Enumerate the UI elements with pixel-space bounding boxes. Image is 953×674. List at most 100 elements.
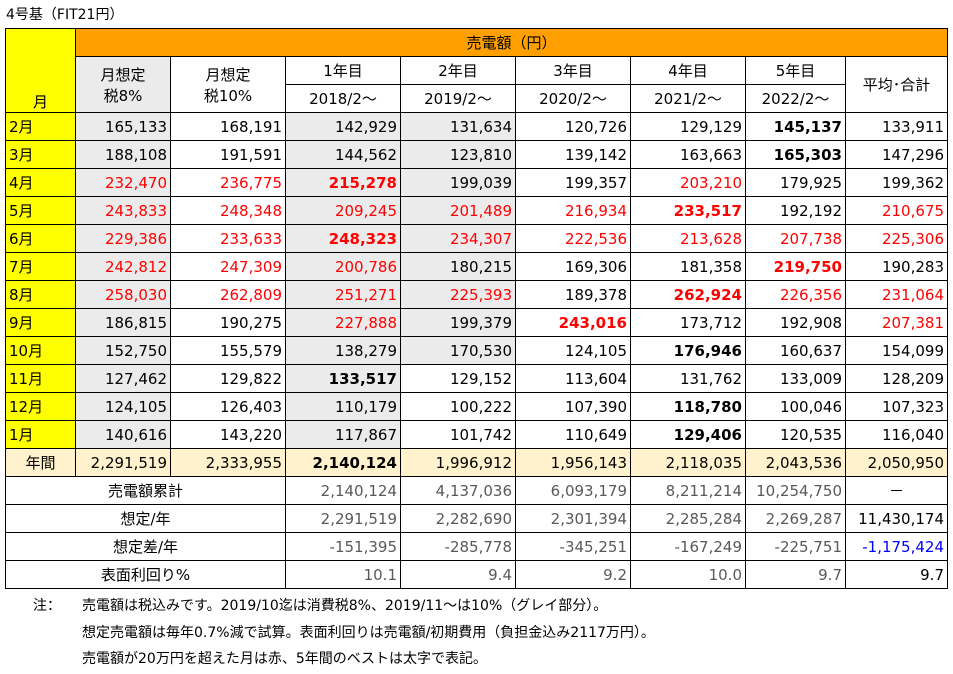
- revenue-cell: 251,271: [285, 280, 401, 309]
- annual-average: 2,050,950: [845, 448, 948, 477]
- summary-value: 10,254,750: [745, 476, 846, 505]
- revenue-cell: 139,142: [515, 140, 631, 169]
- revenue-cell: 110,179: [285, 392, 401, 421]
- sheet-title: 4号基（FIT21円）: [6, 7, 124, 23]
- year-header: 5年目: [745, 56, 846, 85]
- month-cell: 8月: [5, 280, 76, 309]
- summary-total: 9.7: [845, 560, 948, 589]
- average-cell: 154,099: [845, 336, 948, 365]
- notes: 注： 売電額は税込みです。2019/10迄は消費税8%、2019/11～は10%…: [33, 593, 655, 673]
- average-cell: 133,911: [845, 112, 948, 141]
- month-cell: 1月: [5, 420, 76, 449]
- year-start-header: 2020/2～: [515, 84, 631, 113]
- revenue-cell: 248,323: [285, 224, 401, 253]
- revenue-cell: 199,357: [515, 168, 631, 197]
- month-cell: 5月: [5, 196, 76, 225]
- note-line: 売電額は税込みです。2019/10迄は消費税8%、2019/11～は10%（グレ…: [82, 598, 608, 614]
- annual-revenue: 1,996,912: [400, 448, 516, 477]
- year-start-header: 2022/2～: [745, 84, 846, 113]
- summary-value: 10.0: [630, 560, 746, 589]
- month-cell: 6月: [5, 224, 76, 253]
- revenue-cell: 216,934: [515, 196, 631, 225]
- summary-label: 表面利回り%: [5, 560, 286, 589]
- revenue-header: 売電額（円）: [75, 28, 948, 57]
- revenue-cell: 131,762: [630, 364, 746, 393]
- estimate-header-line1: 月想定: [100, 65, 146, 84]
- revenue-cell: 179,925: [745, 168, 846, 197]
- revenue-cell: 233,517: [630, 196, 746, 225]
- summary-value: 2,285,284: [630, 504, 746, 533]
- average-cell: 225,306: [845, 224, 948, 253]
- estimate-10-cell: 190,275: [170, 308, 286, 337]
- annual-revenue: 2,043,536: [745, 448, 846, 477]
- summary-value: 4,137,036: [400, 476, 516, 505]
- year-header: 4年目: [630, 56, 746, 85]
- estimate-8-cell: 140,616: [75, 420, 171, 449]
- estimate-8-cell: 242,812: [75, 252, 171, 281]
- estimate-header-line2: 税8%: [103, 86, 143, 105]
- year-header: 2年目: [400, 56, 516, 85]
- estimate-10-cell: 168,191: [170, 112, 286, 141]
- estimate-header-line1: 月想定: [205, 65, 251, 84]
- estimate-header-line2: 税10%: [203, 86, 253, 105]
- summary-value: -285,778: [400, 532, 516, 561]
- average-header: 平均･合計: [845, 56, 948, 113]
- revenue-cell: 129,129: [630, 112, 746, 141]
- revenue-cell: 124,105: [515, 336, 631, 365]
- revenue-cell: 203,210: [630, 168, 746, 197]
- estimate-10-cell: 247,309: [170, 252, 286, 281]
- revenue-cell: 219,750: [745, 252, 846, 281]
- summary-value: 2,301,394: [515, 504, 631, 533]
- revenue-cell: 138,279: [285, 336, 401, 365]
- revenue-cell: 225,393: [400, 280, 516, 309]
- summary-label: 想定差/年: [5, 532, 286, 561]
- estimate-10-cell: 143,220: [170, 420, 286, 449]
- revenue-cell: 145,137: [745, 112, 846, 141]
- summary-value: 2,282,690: [400, 504, 516, 533]
- revenue-cell: 129,406: [630, 420, 746, 449]
- annual-revenue: 2,140,124: [285, 448, 401, 477]
- revenue-cell: 192,192: [745, 196, 846, 225]
- revenue-cell: 213,628: [630, 224, 746, 253]
- estimate-8-cell: 124,105: [75, 392, 171, 421]
- month-cell: 3月: [5, 140, 76, 169]
- month-cell: 9月: [5, 308, 76, 337]
- revenue-cell: 144,562: [285, 140, 401, 169]
- revenue-cell: 100,222: [400, 392, 516, 421]
- year-header: 3年目: [515, 56, 631, 85]
- summary-total: 11,430,174: [845, 504, 948, 533]
- revenue-cell: 120,726: [515, 112, 631, 141]
- estimate-8-cell: 152,750: [75, 336, 171, 365]
- note-line: 想定売電額は毎年0.7%減で試算。表面利回りは売電額/初期費用（負担金込み211…: [82, 624, 655, 641]
- note-line: 売電額が20万円を超えた月は赤、5年間のベストは太字で表記。: [82, 651, 488, 667]
- revenue-cell: 199,039: [400, 168, 516, 197]
- revenue-cell: 199,379: [400, 308, 516, 337]
- revenue-table: 月売電額（円） 月想定 税8% 月想定 税10% 1年目 2年目 3年目 4年目 5年目 平均･合計…: [5, 28, 948, 589]
- average-cell: 231,064: [845, 280, 948, 309]
- average-cell: 116,040: [845, 420, 948, 449]
- summary-value: -167,249: [630, 532, 746, 561]
- revenue-cell: 142,929: [285, 112, 401, 141]
- revenue-cell: 101,742: [400, 420, 516, 449]
- revenue-cell: 181,358: [630, 252, 746, 281]
- summary-value: 10.1: [285, 560, 401, 589]
- revenue-cell: 176,946: [630, 336, 746, 365]
- revenue-cell: 110,649: [515, 420, 631, 449]
- revenue-cell: 227,888: [285, 308, 401, 337]
- notes-label: 注：: [33, 598, 61, 614]
- revenue-cell: 209,245: [285, 196, 401, 225]
- revenue-cell: 200,786: [285, 252, 401, 281]
- summary-label: 想定/年: [5, 504, 286, 533]
- estimate-10-cell: 126,403: [170, 392, 286, 421]
- revenue-cell: 129,152: [400, 364, 516, 393]
- summary-value: 2,269,287: [745, 504, 846, 533]
- summary-label: 売電額累計: [5, 476, 286, 505]
- average-cell: 199,362: [845, 168, 948, 197]
- estimate-10-cell: 236,775: [170, 168, 286, 197]
- summary-total: －: [845, 476, 948, 505]
- summary-value: 9.7: [745, 560, 846, 589]
- revenue-cell: 131,634: [400, 112, 516, 141]
- month-cell: 4月: [5, 168, 76, 197]
- revenue-cell: 118,780: [630, 392, 746, 421]
- revenue-cell: 133,009: [745, 364, 846, 393]
